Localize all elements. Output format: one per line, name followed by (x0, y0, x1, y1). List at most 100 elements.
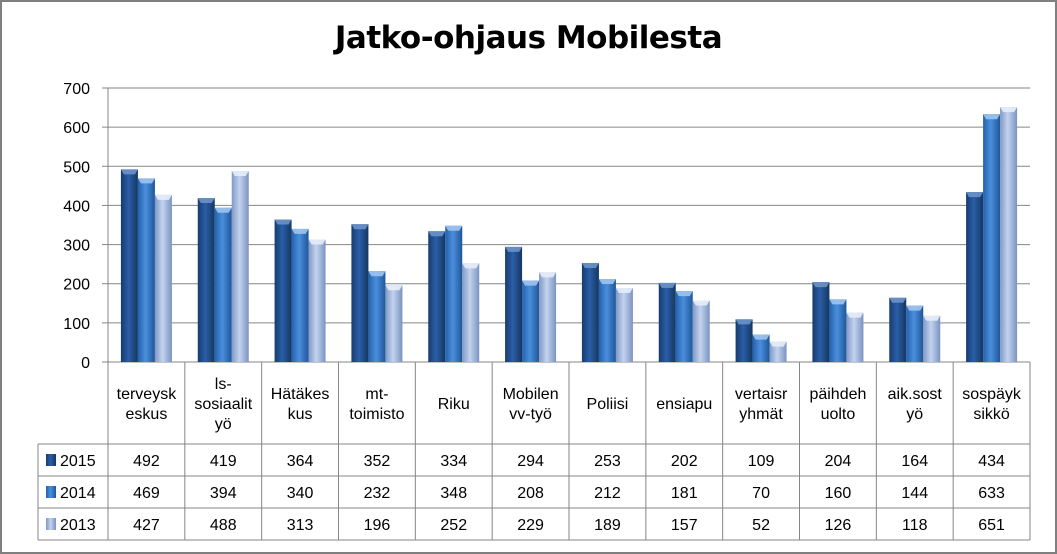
y-tick-label: 400 (63, 198, 90, 215)
category-label: kus (288, 406, 313, 423)
bar (983, 114, 1001, 363)
legend-label: 2015 (60, 453, 96, 470)
y-tick-label: 200 (63, 277, 90, 294)
category-label: uolto (821, 406, 856, 423)
category-label: päihdeh (809, 386, 866, 403)
legend-label: 2014 (60, 485, 96, 502)
category-label: yö (906, 406, 923, 423)
data-value: 340 (287, 485, 314, 502)
bar (658, 282, 676, 362)
bar-cap (120, 169, 138, 175)
category-label: eskus (126, 406, 168, 423)
bar (445, 225, 463, 362)
bar (889, 297, 907, 362)
bar-cap (692, 300, 710, 306)
category-label: sospäyk (962, 386, 1022, 403)
data-value: 348 (440, 485, 467, 502)
bar (539, 272, 557, 362)
y-tick-label: 0 (81, 355, 90, 372)
category-label: aik.sost (888, 386, 943, 403)
data-value: 208 (517, 485, 544, 502)
bar (966, 192, 984, 362)
bar-cap (598, 279, 616, 285)
bar (692, 300, 710, 362)
bar-cap (983, 114, 1001, 120)
legend-label: 2013 (60, 517, 96, 534)
bar (308, 239, 326, 362)
bar-cap (846, 312, 864, 318)
bar-cap (291, 228, 309, 234)
data-value: 492 (133, 453, 160, 470)
bar (1000, 107, 1018, 363)
bar-cap (752, 334, 770, 340)
data-value: 394 (210, 485, 237, 502)
bar-cap (522, 280, 540, 286)
y-tick-label: 700 (63, 81, 90, 98)
bar (291, 228, 309, 362)
bar (906, 305, 924, 362)
category-label: yö (215, 416, 232, 433)
data-value: 252 (440, 517, 467, 534)
data-value: 352 (364, 453, 391, 470)
data-value: 196 (364, 517, 391, 534)
data-value: 70 (752, 485, 770, 502)
bar (368, 271, 386, 362)
bar (615, 288, 633, 362)
chart-title: Jatko-ohjaus Mobilesta (334, 20, 723, 56)
bar (120, 169, 138, 362)
legend-swatch (46, 486, 56, 498)
bar-cap (966, 192, 984, 198)
bar-cap (539, 272, 557, 278)
category-label: Hätäkes (271, 386, 330, 403)
category-label: terveysk (117, 386, 178, 403)
category-label: Riku (438, 396, 470, 413)
bar-cap (658, 282, 676, 288)
legend-swatch (46, 518, 56, 530)
bar (428, 231, 446, 362)
bar (462, 263, 480, 362)
category-label: Poliisi (587, 396, 629, 413)
data-value: 52 (752, 517, 770, 534)
data-value: 189 (594, 517, 621, 534)
bar (522, 280, 540, 362)
data-value: 253 (594, 453, 621, 470)
y-tick-label: 600 (63, 120, 90, 137)
bar-cap (428, 231, 446, 237)
data-value: 232 (364, 485, 391, 502)
bar (735, 319, 753, 362)
data-value: 364 (287, 453, 314, 470)
bar (351, 224, 369, 362)
data-value: 157 (671, 517, 698, 534)
bar-cap (505, 246, 523, 252)
data-value: 488 (210, 517, 237, 534)
bar (846, 312, 864, 362)
data-value: 633 (978, 485, 1005, 502)
category-label: ensiapu (656, 396, 712, 413)
data-value: 204 (825, 453, 852, 470)
category-label: vv-työ (509, 406, 552, 423)
bar (769, 341, 787, 362)
bar (598, 279, 616, 362)
data-value: 651 (978, 517, 1005, 534)
bar (505, 246, 523, 362)
category-label: mt- (365, 386, 388, 403)
bar-cap (829, 299, 847, 305)
data-value: 294 (517, 453, 544, 470)
bar-cap (735, 319, 753, 325)
bar-cap (214, 207, 232, 213)
bar-cap (197, 197, 215, 203)
bar-cap (1000, 107, 1018, 113)
bar (154, 194, 172, 362)
bar-cap (923, 315, 941, 321)
bar (214, 207, 232, 362)
y-tick-label: 500 (63, 159, 90, 176)
data-value: 164 (901, 453, 928, 470)
bar (812, 282, 830, 362)
legend-swatch (46, 454, 56, 466)
bar-cap (385, 285, 403, 291)
bar-cap (351, 224, 369, 230)
data-value: 144 (901, 485, 928, 502)
bar-cap (906, 305, 924, 311)
